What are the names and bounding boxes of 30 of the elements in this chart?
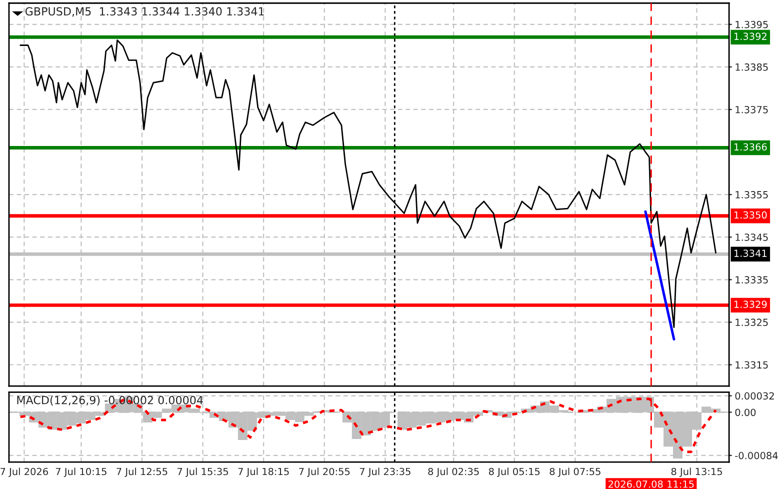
x-tick-label: 7 Jul 10:15 [56,468,106,477]
chart-title: MACD(12,26,9) -0.00002 0.00004 [17,396,203,406]
ref-line-label: 1.3392 [734,32,766,40]
y-tick-label: 1.3355 [736,191,768,198]
chart-title: GBPUSD,M5 1.3343 1.3344 1.3340 1.3341 [25,7,264,17]
x-tick-label: 7 Jul 20:55 [299,468,350,477]
x-tick-label: 7 Jul 2026 [0,468,48,477]
ref-line-label: 1.3350 [734,211,767,219]
x-tick-label: 7 Jul 23:35 [360,468,410,477]
ref-line-label: 1.3341 [734,250,767,257]
y-tick-label: 0.00032 [735,392,774,400]
ref-line-label: 1.3329 [734,300,767,308]
x-tick-label: 8 Jul 07:55 [550,468,600,477]
x-tick-label: 8 Jul 02:35 [428,468,479,477]
y-tick-label: 1.3395 [736,20,768,28]
y-tick-label: 1.3315 [736,361,768,369]
y-tick-label: 0.00 [735,408,756,416]
x-tick-label: 8 Jul 05:15 [488,468,540,477]
x-tick-label: 7 Jul 12:55 [116,468,168,477]
y-tick-label: 1.3335 [736,276,768,284]
y-tick-label: 1.3325 [736,318,768,326]
x-tick-label: 7 Jul 18:15 [238,468,289,477]
y-tick-label: 1.3375 [736,106,768,114]
ref-line-label: 1.3366 [734,143,767,151]
y-tick-label: 1.3385 [736,63,768,71]
y-tick-label: -0.00084 [735,452,778,460]
y-tick-label: 1.3345 [736,234,768,241]
ref-line-label: 2026.07.08 11:15 [608,480,694,488]
x-tick-label: 8 Jul 13:15 [671,468,722,477]
x-tick-label: 7 Jul 15:35 [178,468,228,477]
